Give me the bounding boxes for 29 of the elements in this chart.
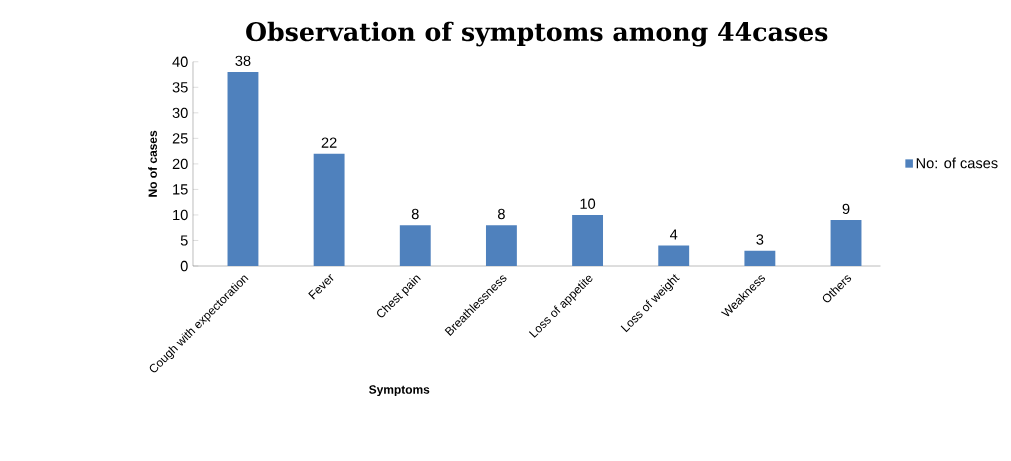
y-tick-label: 5: [180, 235, 188, 246]
bar: [658, 245, 690, 266]
data-label: 4: [669, 229, 678, 240]
bar: [744, 250, 776, 266]
chart-title: Observation of symptoms among 44cases: [246, 21, 828, 47]
x-axis-title: Symptoms: [369, 385, 430, 396]
y-tick-label: 0: [180, 260, 188, 272]
data-label: 3: [756, 234, 764, 245]
y-axis-title: No of cases: [148, 130, 157, 197]
y-tick-label: 10: [173, 209, 188, 220]
bar: [830, 219, 862, 266]
y-tick-label: 40: [172, 56, 188, 67]
bar: [572, 214, 604, 266]
y-tick-label: 25: [172, 133, 188, 144]
data-label: 22: [321, 137, 337, 148]
bar: [399, 225, 431, 266]
data-label: 8: [497, 208, 505, 220]
data-label: 38: [235, 55, 251, 66]
data-label: 9: [842, 203, 850, 214]
y-tick-label: 20: [172, 158, 188, 169]
data-label: 8: [411, 208, 419, 220]
legend-label: No: of cases: [916, 157, 998, 169]
data-label: 10: [580, 198, 596, 209]
y-tick-label: 30: [172, 107, 188, 118]
y-tick-label: 35: [172, 82, 188, 93]
bar: [227, 71, 259, 266]
y-tick-label: 15: [173, 184, 188, 195]
bar: [485, 225, 517, 266]
bar: [313, 153, 345, 266]
